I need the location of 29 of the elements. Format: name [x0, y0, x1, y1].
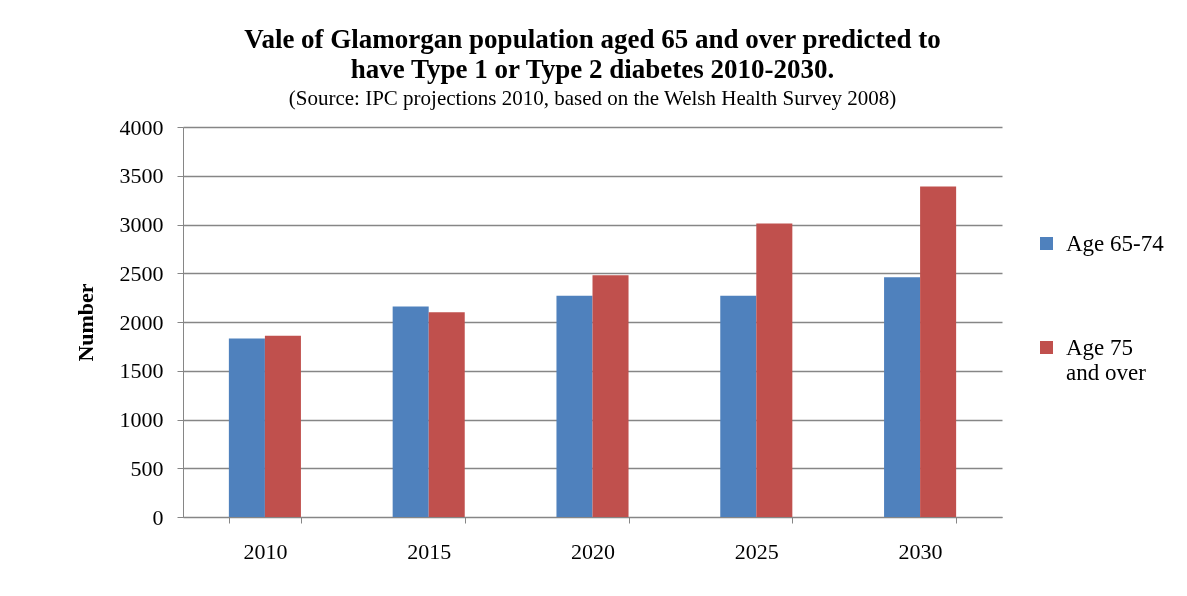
bar [884, 277, 921, 517]
bar [756, 223, 793, 517]
x-tick-label: 2025 [734, 538, 779, 564]
chart-subtitle: (Source: IPC projections 2010, based on the Welsh Health Survey 2008) [288, 86, 897, 110]
x-tick-label: 2015 [407, 538, 452, 564]
y-tick-label: 0 [152, 504, 164, 530]
bar [720, 295, 757, 517]
y-tick-label: 500 [130, 455, 164, 481]
y-tick-label: 3000 [119, 212, 164, 237]
y-axis-title: Number [72, 283, 98, 362]
bar [592, 275, 629, 517]
y-tick-label: 1500 [119, 358, 164, 384]
legend-label: Age 65-74 [1066, 230, 1165, 256]
bar [428, 312, 465, 517]
x-tick-label: 2010 [243, 538, 288, 564]
x-tick-label: 2020 [571, 538, 615, 564]
bar [392, 306, 429, 517]
y-tick-label: 4000 [119, 114, 164, 140]
x-tick-label: 2030 [898, 538, 943, 564]
y-tick-label: 1000 [119, 407, 164, 432]
bar [920, 186, 957, 517]
bar [556, 295, 593, 517]
y-tick-label: 2500 [119, 260, 164, 286]
bar [264, 335, 301, 517]
legend-label: Age 75 and over [1066, 334, 1147, 385]
bar [228, 338, 265, 517]
y-tick-label: 2000 [119, 309, 164, 335]
chart-title: Vale of Glamorgan population aged 65 and over predicted to have Type 1 or Type 2 diabetes 2010-2030. [244, 24, 941, 84]
y-tick-label: 3500 [119, 163, 164, 189]
